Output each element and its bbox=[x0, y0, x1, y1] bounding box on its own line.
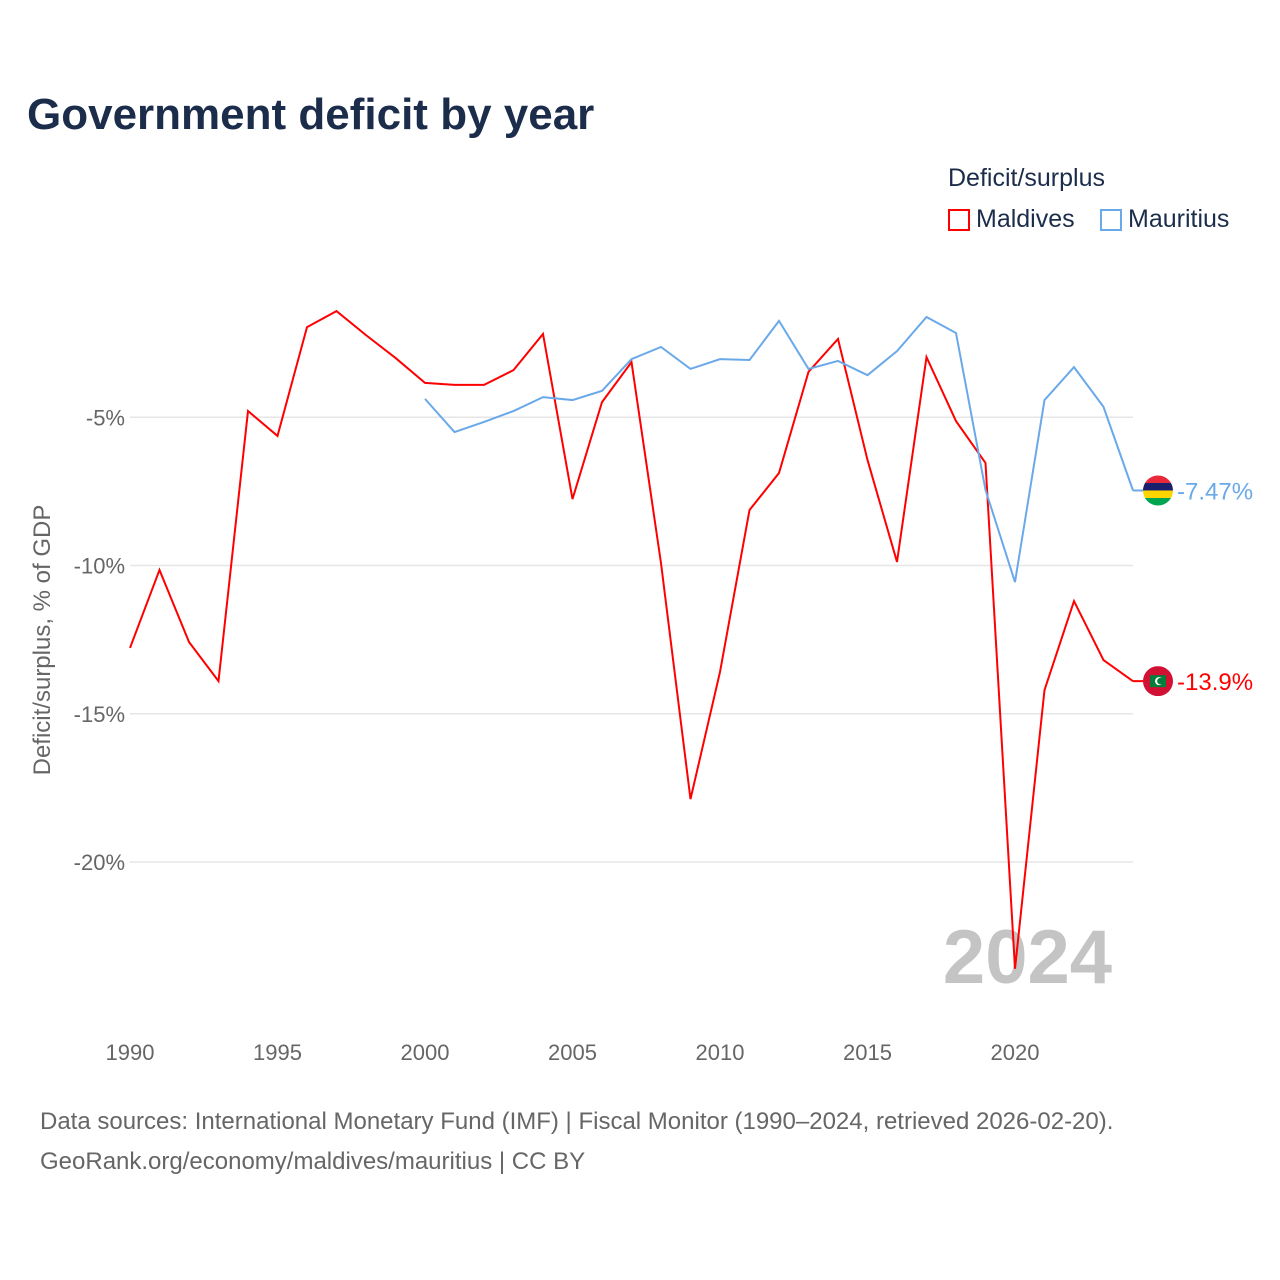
credit-line: GeoRank.org/economy/maldives/mauritius |… bbox=[40, 1148, 586, 1175]
x-tick-label: 2020 bbox=[991, 1040, 1040, 1065]
legend-item-mauritius[interactable]: Mauritius bbox=[1100, 205, 1229, 234]
series-line-maldives bbox=[129, 309, 1134, 969]
legend-swatch-mauritius bbox=[1100, 208, 1122, 231]
source-line: Data sources: International Monetary Fun… bbox=[40, 1108, 1114, 1135]
y-tick-label: -20% bbox=[74, 850, 125, 875]
year-watermark: 2024 bbox=[943, 915, 1112, 1000]
y-axis-label: Deficit/surplus, % of GDP bbox=[29, 505, 56, 776]
x-tick-label: 2015 bbox=[843, 1040, 892, 1065]
chart-title: Government deficit by year bbox=[27, 90, 595, 139]
x-tick-label: 1990 bbox=[106, 1040, 155, 1065]
end-value-label: -7.47% bbox=[1177, 478, 1253, 505]
legend-swatch-maldives bbox=[948, 208, 970, 231]
flag-icon-maldives bbox=[1143, 666, 1173, 697]
flag-stripe bbox=[1143, 482, 1173, 491]
y-tick-label: -5% bbox=[86, 405, 125, 430]
legend-label: Mauritius bbox=[1128, 205, 1230, 233]
flag-stripe bbox=[1143, 475, 1173, 483]
y-tick-label: -15% bbox=[74, 702, 125, 727]
legend-title: Deficit/surplus bbox=[948, 164, 1105, 192]
x-tick-label: 1995 bbox=[253, 1040, 302, 1065]
flag-icon-mauritius bbox=[1143, 475, 1173, 506]
x-tick-label: 2005 bbox=[548, 1040, 597, 1065]
x-tick-label: 2010 bbox=[696, 1040, 745, 1065]
end-value-label: -13.9% bbox=[1177, 669, 1253, 696]
series-line-mauritius bbox=[424, 315, 1134, 583]
legend-item-maldives[interactable]: Maldives bbox=[948, 205, 1075, 234]
x-tick-label: 2000 bbox=[401, 1040, 450, 1065]
y-tick-label: -10% bbox=[74, 554, 125, 579]
legend-label: Maldives bbox=[976, 205, 1075, 233]
flag-crescent-cut bbox=[1157, 677, 1164, 685]
flag-stripe bbox=[1143, 490, 1173, 498]
flag-stripe bbox=[1143, 497, 1173, 506]
